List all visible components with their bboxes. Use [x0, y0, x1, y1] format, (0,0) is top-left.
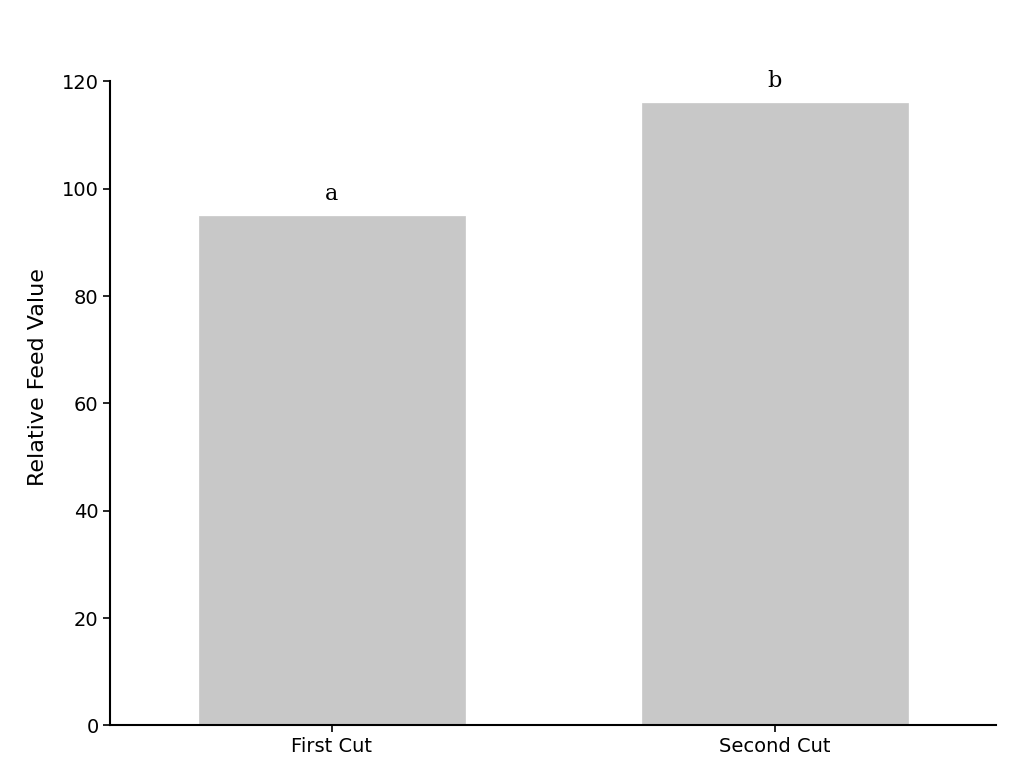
Text: a: a	[326, 183, 339, 205]
Y-axis label: Relative Feed Value: Relative Feed Value	[28, 267, 48, 485]
Text: b: b	[768, 71, 782, 93]
Bar	[642, 103, 907, 725]
Bar	[199, 216, 465, 725]
